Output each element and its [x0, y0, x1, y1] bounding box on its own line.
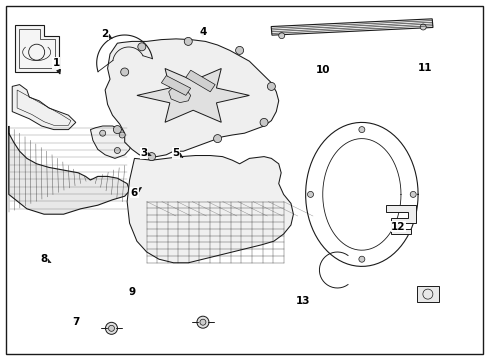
Polygon shape [416, 286, 438, 302]
Polygon shape [90, 126, 132, 158]
Text: 2: 2 [102, 29, 112, 39]
Circle shape [100, 130, 105, 136]
Circle shape [184, 37, 192, 45]
Circle shape [121, 68, 128, 76]
Polygon shape [9, 126, 129, 214]
Polygon shape [161, 76, 190, 95]
Circle shape [409, 192, 415, 197]
Text: 9: 9 [128, 287, 135, 297]
Polygon shape [105, 39, 278, 157]
Circle shape [108, 325, 114, 331]
Circle shape [105, 322, 117, 334]
Circle shape [260, 118, 267, 126]
Circle shape [358, 127, 364, 132]
Polygon shape [168, 86, 190, 103]
Polygon shape [271, 19, 432, 35]
Text: 4: 4 [199, 27, 206, 37]
Polygon shape [386, 205, 415, 234]
Text: 12: 12 [390, 222, 405, 232]
Circle shape [197, 316, 208, 328]
Circle shape [358, 256, 364, 262]
Text: 8: 8 [41, 254, 51, 264]
Circle shape [119, 132, 125, 138]
Text: 3: 3 [141, 148, 151, 158]
Circle shape [147, 153, 155, 161]
Circle shape [114, 148, 120, 153]
Circle shape [278, 33, 284, 39]
Circle shape [267, 82, 275, 90]
Text: 1: 1 [53, 58, 61, 74]
Text: 6: 6 [131, 188, 141, 198]
Circle shape [235, 46, 243, 54]
Circle shape [200, 319, 205, 325]
Polygon shape [12, 85, 76, 130]
Circle shape [113, 126, 121, 134]
Text: 10: 10 [315, 65, 329, 75]
Polygon shape [185, 70, 215, 92]
Polygon shape [15, 25, 59, 72]
Circle shape [419, 24, 426, 30]
Text: 11: 11 [417, 63, 432, 73]
Text: 7: 7 [72, 317, 80, 327]
Circle shape [307, 192, 313, 197]
Polygon shape [137, 68, 249, 122]
Text: 5: 5 [172, 148, 183, 158]
Polygon shape [127, 156, 293, 263]
Text: 13: 13 [295, 296, 310, 306]
Circle shape [138, 43, 145, 51]
Circle shape [213, 135, 221, 143]
